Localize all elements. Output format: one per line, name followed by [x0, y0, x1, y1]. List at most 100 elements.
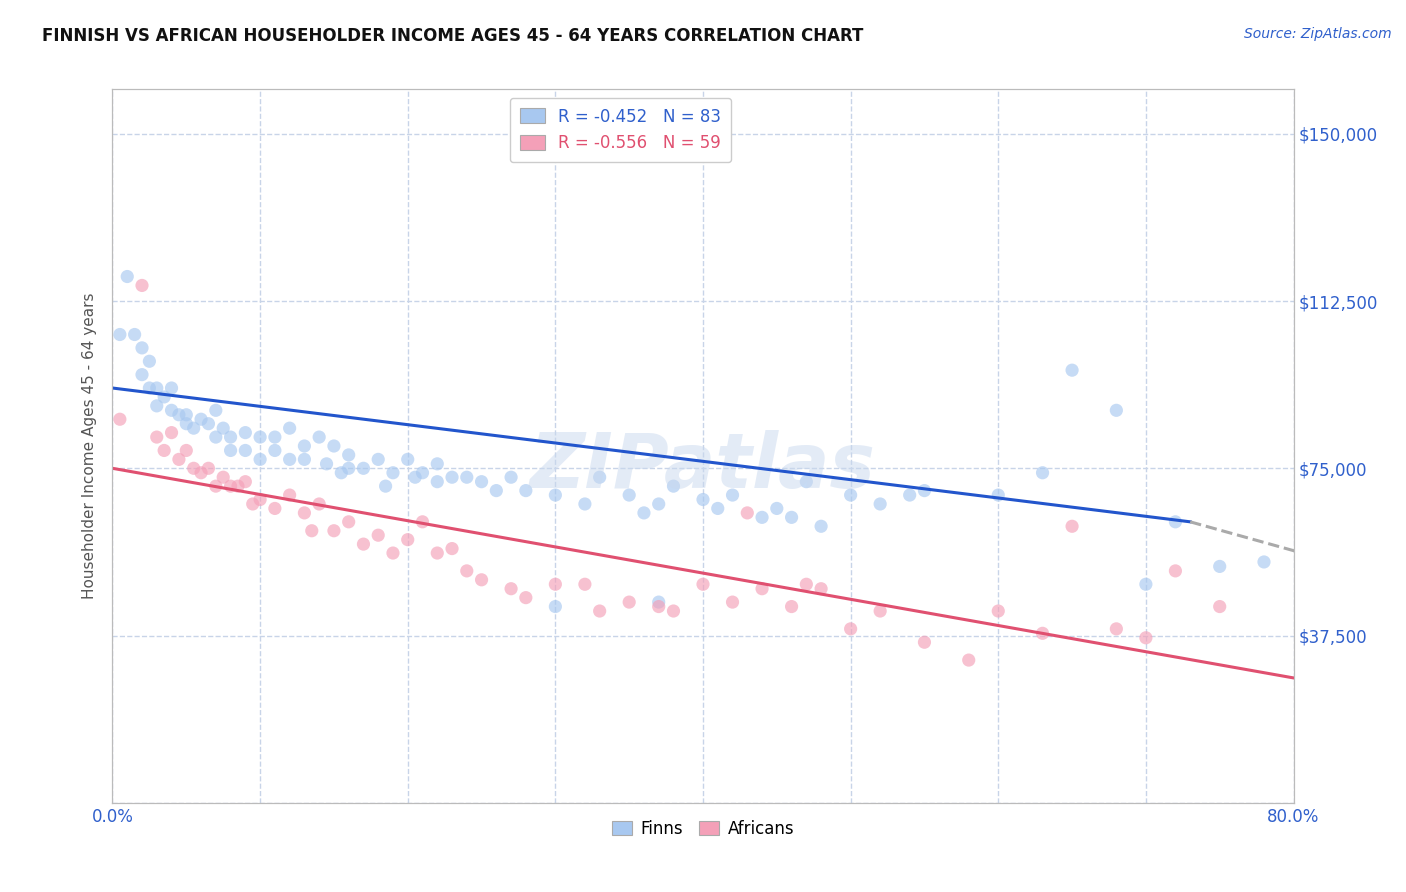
- Point: [501, 582, 523, 596]
- Point: [441, 541, 464, 556]
- Point: [957, 653, 980, 667]
- Point: [337, 515, 360, 529]
- Point: [1062, 363, 1084, 377]
- Point: [367, 452, 389, 467]
- Point: [751, 582, 773, 596]
- Point: [721, 595, 744, 609]
- Point: [278, 488, 301, 502]
- Point: [898, 488, 921, 502]
- Point: [233, 443, 256, 458]
- Point: [544, 599, 567, 614]
- Point: [323, 439, 346, 453]
- Point: [404, 470, 426, 484]
- Point: [352, 461, 374, 475]
- Point: [515, 591, 537, 605]
- Point: [124, 327, 146, 342]
- Point: [242, 497, 264, 511]
- Point: [219, 479, 242, 493]
- Point: [780, 599, 803, 614]
- Point: [456, 470, 478, 484]
- Text: ZIPatlas: ZIPatlas: [530, 431, 876, 504]
- Point: [153, 390, 176, 404]
- Text: Source: ZipAtlas.com: Source: ZipAtlas.com: [1244, 27, 1392, 41]
- Point: [117, 269, 138, 284]
- Point: [146, 399, 169, 413]
- Point: [108, 412, 131, 426]
- Point: [174, 443, 197, 458]
- Point: [337, 448, 360, 462]
- Point: [456, 564, 478, 578]
- Point: [249, 430, 271, 444]
- Point: [796, 475, 818, 489]
- Point: [264, 430, 287, 444]
- Point: [647, 599, 671, 614]
- Point: [167, 408, 190, 422]
- Point: [426, 546, 449, 560]
- Point: [810, 582, 832, 596]
- Point: [292, 452, 315, 467]
- Point: [721, 488, 744, 502]
- Point: [138, 354, 160, 368]
- Point: [197, 461, 219, 475]
- Point: [396, 533, 419, 547]
- Point: [183, 421, 205, 435]
- Point: [249, 452, 271, 467]
- Point: [219, 443, 242, 458]
- Point: [1135, 577, 1157, 591]
- Point: [323, 524, 346, 538]
- Point: [914, 483, 936, 498]
- Point: [183, 461, 205, 475]
- Point: [1208, 559, 1232, 574]
- Point: [382, 466, 405, 480]
- Y-axis label: Householder Income Ages 45 - 64 years: Householder Income Ages 45 - 64 years: [82, 293, 97, 599]
- Point: [131, 368, 153, 382]
- Point: [588, 470, 610, 484]
- Point: [1253, 555, 1275, 569]
- Point: [633, 506, 655, 520]
- Point: [470, 475, 494, 489]
- Point: [766, 501, 789, 516]
- Point: [174, 417, 197, 431]
- Point: [167, 452, 190, 467]
- Point: [426, 457, 449, 471]
- Point: [588, 604, 610, 618]
- Point: [574, 577, 596, 591]
- Point: [1164, 564, 1187, 578]
- Point: [411, 515, 433, 529]
- Point: [233, 475, 256, 489]
- Point: [205, 403, 228, 417]
- Point: [219, 430, 242, 444]
- Point: [1032, 626, 1054, 640]
- Point: [1164, 515, 1187, 529]
- Point: [292, 439, 315, 453]
- Point: [278, 452, 301, 467]
- Point: [914, 635, 936, 649]
- Point: [810, 519, 832, 533]
- Point: [190, 466, 212, 480]
- Point: [780, 510, 803, 524]
- Point: [1062, 519, 1084, 533]
- Point: [190, 412, 212, 426]
- Point: [212, 470, 235, 484]
- Point: [308, 430, 330, 444]
- Point: [987, 604, 1010, 618]
- Point: [839, 488, 862, 502]
- Point: [796, 577, 818, 591]
- Point: [315, 457, 337, 471]
- Point: [662, 479, 685, 493]
- Point: [108, 327, 131, 342]
- Point: [292, 506, 315, 520]
- Point: [146, 381, 169, 395]
- Point: [662, 604, 685, 618]
- Point: [737, 506, 759, 520]
- Point: [544, 577, 567, 591]
- Legend: Finns, Africans: Finns, Africans: [605, 814, 801, 845]
- Point: [160, 381, 183, 395]
- Point: [751, 510, 773, 524]
- Point: [146, 430, 169, 444]
- Point: [264, 443, 287, 458]
- Point: [647, 595, 671, 609]
- Point: [692, 577, 714, 591]
- Point: [619, 488, 641, 502]
- Point: [382, 546, 405, 560]
